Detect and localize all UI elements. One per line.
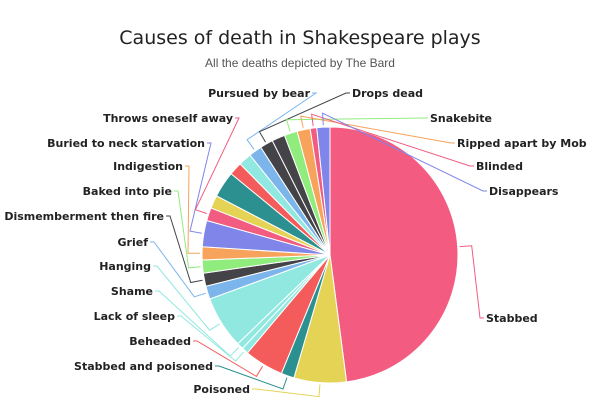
slice-label: Beheaded [129,335,191,348]
slice-label: Ripped apart by Mob [457,137,587,150]
label-connector [459,245,484,319]
pie-slices [201,126,459,384]
label-connector [185,165,201,254]
label-connector [252,384,321,398]
slice-label: Pursued by bear [208,87,310,100]
slice-label: Lack of sleep [94,310,176,323]
slice-label: Throws oneself away [103,112,233,125]
pie-slice[interactable] [329,126,459,383]
label-connector [285,117,428,132]
slice-label: Poisoned [193,383,250,396]
chart-title: Causes of death in Shakespeare plays [119,27,480,49]
slice-labels: Stabbed Poisoned Stabbed and poisoned Behea… [4,87,586,396]
label-connector [246,92,318,150]
chart-subtitle: All the deaths depicted by The Bard [205,56,395,70]
slice-label: Grief [118,236,149,249]
label-connector [166,215,203,284]
slice-label: Disappears [489,185,559,198]
slice-label: Stabbed and poisoned [74,360,213,373]
slice-label: Baked into pie [83,185,172,198]
label-connector [155,290,240,357]
label-connectors [150,92,487,398]
slice-label: Buried to neck starvation [47,137,205,150]
label-connector [322,112,487,192]
label-connector [193,340,264,378]
slice-label: Stabbed [486,312,538,325]
slice-label: Dismemberment then fire [4,210,164,223]
slice-label: Snakebite [430,112,492,125]
label-connector [174,190,201,269]
label-connector [300,115,455,144]
slice-label: Blinded [476,160,523,173]
label-connector [194,117,240,214]
pie-slice[interactable] [316,126,331,256]
label-connector [177,315,244,362]
label-connector [215,365,288,390]
slice-label: Indigestion [113,160,183,173]
label-connector [153,265,220,331]
slice-label: Hanging [99,260,151,273]
label-connector [189,142,212,234]
label-connector [258,92,350,143]
slice-label: Shame [111,285,153,298]
label-connector [310,113,474,167]
label-connector [150,241,206,298]
slice-label: Drops dead [352,87,423,100]
